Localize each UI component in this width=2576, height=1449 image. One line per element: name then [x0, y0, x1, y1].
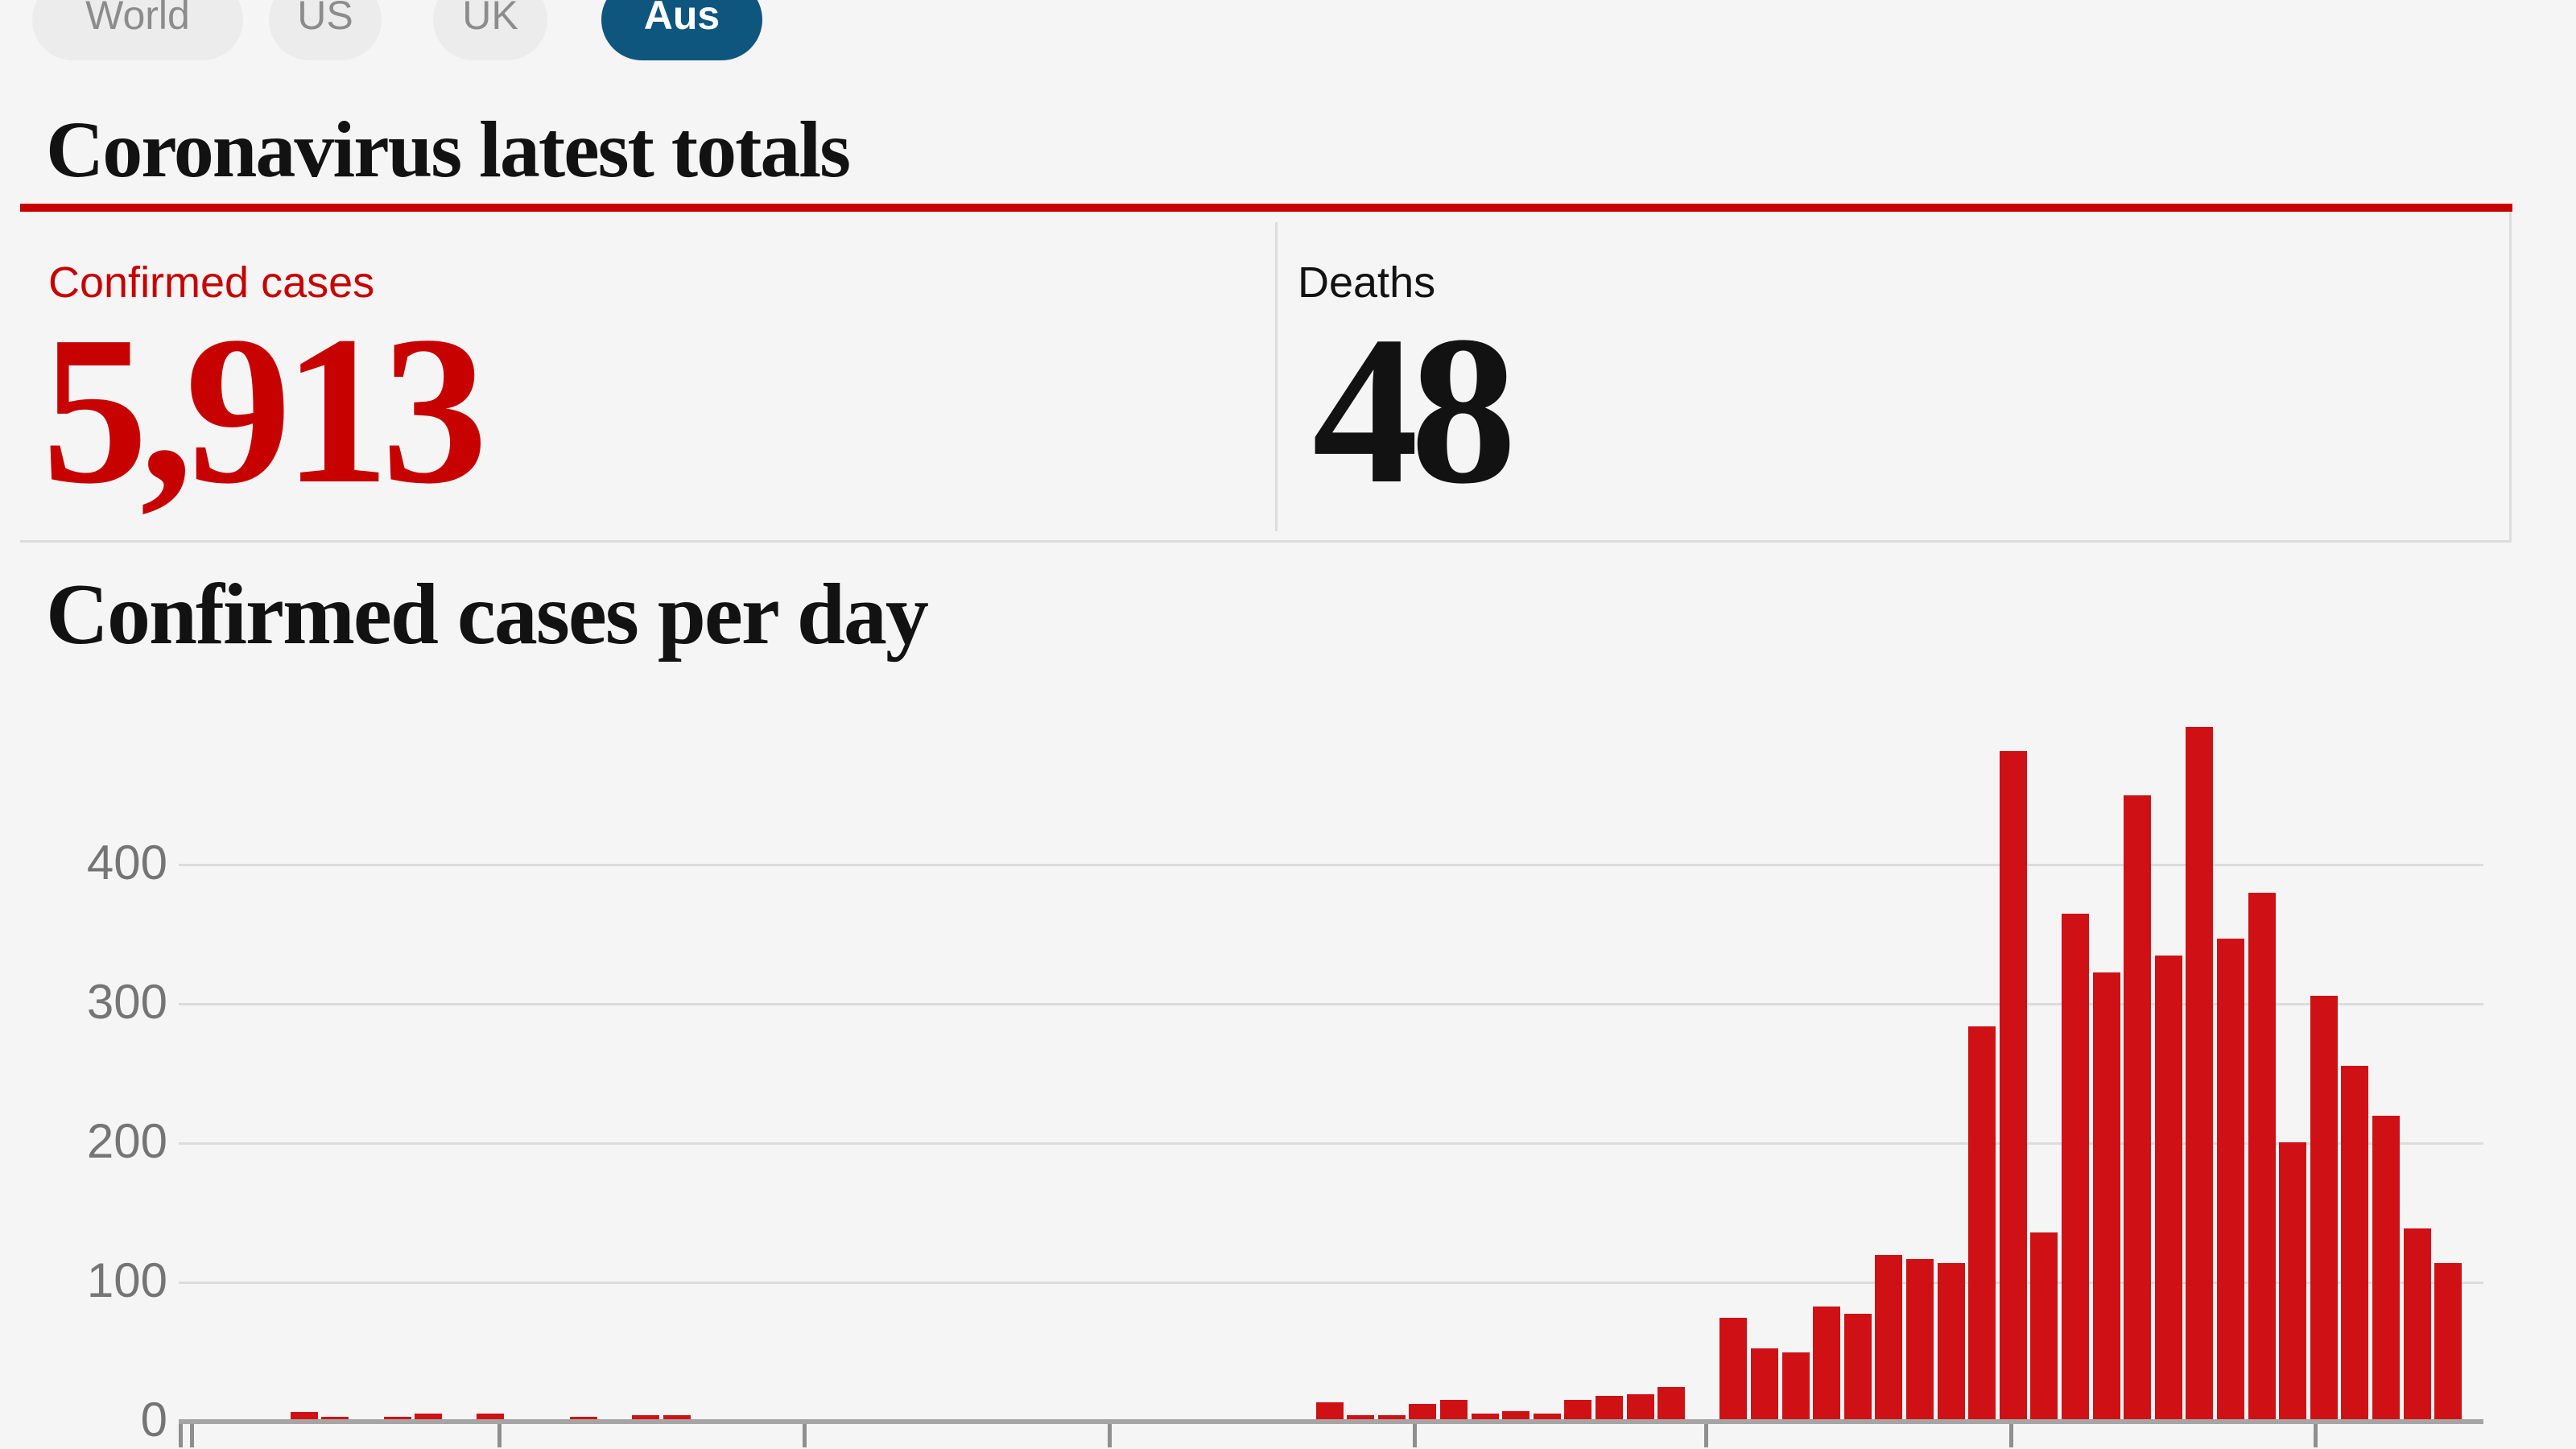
chart-bar-12 [570, 1416, 598, 1419]
chart-bar-37 [1347, 1414, 1375, 1419]
y-axis-label-200: 200 [86, 1114, 167, 1168]
chart-bar-14 [632, 1414, 660, 1419]
chart-bar-65 [2217, 939, 2244, 1419]
chart-bar-67 [2279, 1141, 2307, 1419]
x-axis-tick-2 [497, 1424, 502, 1447]
chart-bar-62 [2124, 795, 2152, 1419]
tab-aus-label: Aus [643, 0, 720, 38]
x-axis-tick-4 [1108, 1424, 1112, 1447]
tab-aus[interactable]: Aus [601, 0, 762, 60]
chart-bar-68 [2310, 996, 2338, 1419]
x-axis-tick-6 [1704, 1424, 1708, 1447]
chart-bar-43 [1533, 1414, 1561, 1419]
y-axis-label-300: 300 [86, 975, 167, 1029]
chart-bar-4 [321, 1416, 349, 1419]
chart-bar-52 [1813, 1306, 1841, 1419]
x-axis-tick-0 [179, 1424, 183, 1447]
x-axis-tick-7 [2009, 1424, 2013, 1447]
chart-bar-3 [290, 1412, 318, 1419]
chart-bar-63 [2154, 955, 2182, 1419]
chart-bar-50 [1751, 1348, 1778, 1419]
x-axis-tick-8 [2314, 1424, 2318, 1447]
tab-world[interactable]: World [32, 0, 243, 60]
chart-bar-51 [1781, 1352, 1810, 1419]
chart-bar-47 [1657, 1387, 1686, 1419]
gridline-200 [179, 1142, 2483, 1145]
confirmed-cases-value: 5,913 [42, 293, 488, 528]
gridline-300 [179, 1003, 2483, 1005]
chart-bar-70 [2372, 1115, 2400, 1419]
chart-bar-60 [2062, 914, 2089, 1419]
x-axis-tick-5 [1413, 1424, 1417, 1447]
chart-bar-72 [2434, 1263, 2462, 1419]
chart-bar-15 [663, 1414, 691, 1419]
chart-bar-71 [2403, 1228, 2431, 1419]
tab-uk[interactable]: UK [433, 0, 547, 60]
chart-bar-57 [1968, 1026, 1996, 1419]
y-axis-label-400: 400 [86, 836, 167, 890]
chart-bar-45 [1596, 1395, 1623, 1419]
chart-bar-42 [1502, 1410, 1530, 1419]
chart-bar-44 [1564, 1399, 1592, 1419]
x-axis-tick-3 [803, 1424, 807, 1447]
y-axis-label-0: 0 [140, 1393, 167, 1447]
chart-bar-6 [383, 1416, 411, 1419]
chart-bar-53 [1843, 1313, 1872, 1419]
chart-bar-39 [1409, 1403, 1437, 1419]
chart-bar-66 [2248, 893, 2276, 1419]
x-axis-tick-1 [190, 1424, 194, 1447]
chart-bar-41 [1471, 1414, 1499, 1419]
gridline-100 [179, 1282, 2483, 1284]
chart-bar-36 [1315, 1402, 1344, 1419]
chart-bar-64 [2186, 727, 2214, 1419]
chart-bar-49 [1719, 1317, 1748, 1419]
tab-world-label: World [85, 0, 190, 38]
tab-uk-label: UK [462, 0, 518, 38]
chart-bar-58 [1999, 750, 2027, 1419]
chart-bar-38 [1377, 1414, 1406, 1419]
chart-bar-54 [1875, 1254, 1903, 1419]
chart-bar-56 [1937, 1263, 1965, 1419]
latest-totals-panel [20, 212, 2512, 543]
tab-us[interactable]: US [269, 0, 382, 60]
chart-bar-46 [1626, 1393, 1654, 1419]
chart-bar-7 [415, 1414, 443, 1419]
confirmed-cases-label: Confirmed cases [48, 258, 375, 307]
tab-us-label: US [297, 0, 353, 38]
x-axis-line [179, 1419, 2483, 1424]
y-axis-label-100: 100 [86, 1253, 167, 1307]
page-title: Coronavirus latest totals [46, 105, 851, 194]
title-rule [20, 204, 2512, 212]
deaths-label: Deaths [1298, 258, 1436, 307]
chart-bar-55 [1906, 1259, 1934, 1419]
chart-bar-40 [1440, 1399, 1468, 1419]
stat-divider [1275, 222, 1278, 531]
gridline-400 [179, 864, 2483, 866]
chart-bar-61 [2092, 972, 2120, 1419]
deaths-value: 48 [1312, 293, 1517, 528]
chart-bar-9 [477, 1414, 505, 1419]
chart-title: Confirmed cases per day [46, 567, 929, 663]
chart-bar-69 [2341, 1065, 2369, 1419]
chart-bar-59 [2030, 1232, 2058, 1419]
